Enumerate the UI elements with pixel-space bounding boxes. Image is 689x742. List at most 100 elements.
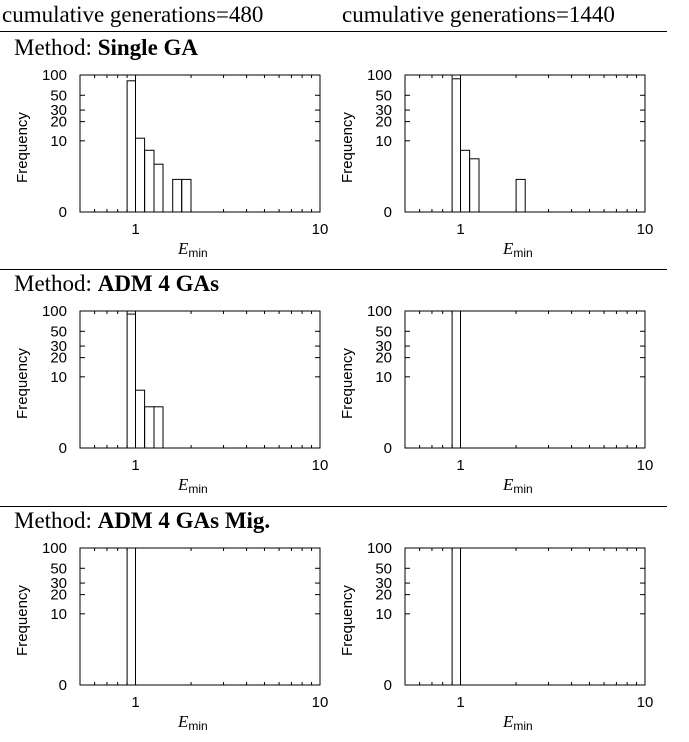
column-header-1440: cumulative generations=1440 bbox=[342, 2, 615, 27]
y-tick-label: 20 bbox=[50, 350, 67, 367]
y-tick-label: 30 bbox=[375, 575, 392, 592]
divider bbox=[0, 506, 667, 507]
x-axis-label: Emin bbox=[177, 239, 208, 260]
y-tick-label: 0 bbox=[384, 677, 392, 694]
divider bbox=[0, 269, 667, 270]
y-tick-label: 0 bbox=[59, 440, 67, 457]
x-axis-label-subscript: min bbox=[188, 482, 207, 496]
y-tick-label: 20 bbox=[375, 114, 392, 131]
histogram-bar bbox=[126, 547, 136, 686]
histogram-bar bbox=[451, 547, 462, 686]
y-axis-label: Frequency bbox=[339, 112, 356, 183]
plot-frame bbox=[404, 310, 646, 449]
y-tick-label: 100 bbox=[42, 67, 67, 84]
y-tick-label: 10 bbox=[50, 606, 67, 623]
x-tick-label: 10 bbox=[637, 221, 654, 238]
y-tick-label: 20 bbox=[375, 587, 392, 604]
x-tick-label: 1 bbox=[131, 221, 139, 238]
x-tick-label: 1 bbox=[131, 694, 139, 711]
y-tick-label: 100 bbox=[367, 67, 392, 84]
y-tick-label: 10 bbox=[375, 133, 392, 150]
x-tick-label: 10 bbox=[637, 694, 654, 711]
histogram-bar bbox=[135, 137, 146, 213]
y-tick-label: 50 bbox=[50, 87, 67, 104]
x-tick-label: 1 bbox=[131, 457, 139, 474]
histogram-bar bbox=[144, 406, 155, 449]
column-header-480: cumulative generations=480 bbox=[2, 2, 264, 27]
method-name: ADM 4 GAs bbox=[97, 271, 220, 296]
y-tick-label: 100 bbox=[367, 303, 392, 320]
histogram-bar bbox=[181, 178, 192, 213]
plot-frame bbox=[79, 74, 321, 213]
histogram-bar bbox=[172, 178, 183, 213]
y-tick-label: 20 bbox=[375, 350, 392, 367]
y-tick-label: 100 bbox=[42, 540, 67, 557]
x-axis-label-subscript: min bbox=[188, 246, 207, 260]
y-tick-label: 0 bbox=[384, 204, 392, 221]
y-tick-label: 10 bbox=[50, 133, 67, 150]
x-tick-label: 10 bbox=[312, 221, 329, 238]
x-axis-label: Emin bbox=[502, 475, 533, 496]
y-tick-label: 50 bbox=[50, 560, 67, 577]
histogram-bar bbox=[460, 149, 471, 213]
y-tick-label: 30 bbox=[50, 338, 67, 355]
y-tick-label: 100 bbox=[367, 540, 392, 557]
x-tick-label: 1 bbox=[456, 694, 464, 711]
y-tick-label: 0 bbox=[59, 204, 67, 221]
x-axis-label: Emin bbox=[177, 475, 208, 496]
x-axis-label: Emin bbox=[502, 239, 533, 260]
y-tick-label: 10 bbox=[50, 369, 67, 386]
histogram-bar bbox=[451, 78, 462, 213]
plot-frame bbox=[79, 547, 321, 686]
x-tick-label: 10 bbox=[312, 457, 329, 474]
histogram-bar bbox=[153, 163, 164, 213]
y-tick-label: 0 bbox=[59, 677, 67, 694]
x-axis-label: Emin bbox=[502, 712, 533, 733]
method-name: ADM 4 GAs Mig. bbox=[97, 508, 271, 533]
method-title: Method: ADM 4 GAs Mig. bbox=[14, 508, 270, 534]
method-title: Method: ADM 4 GAs bbox=[14, 271, 219, 297]
x-axis-label-subscript: min bbox=[513, 719, 532, 733]
y-tick-label: 50 bbox=[375, 560, 392, 577]
x-tick-label: 10 bbox=[312, 694, 329, 711]
plot-frame bbox=[79, 310, 321, 449]
x-axis-label-subscript: min bbox=[513, 482, 532, 496]
x-tick-label: 10 bbox=[637, 457, 654, 474]
method-prefix: Method: bbox=[14, 508, 92, 533]
x-axis-label: Emin bbox=[177, 712, 208, 733]
histogram-bar bbox=[515, 178, 526, 213]
x-tick-label: 1 bbox=[456, 221, 464, 238]
y-axis-label: Frequency bbox=[14, 585, 31, 656]
y-tick-label: 30 bbox=[50, 102, 67, 119]
histogram-bar bbox=[126, 313, 136, 449]
y-tick-label: 30 bbox=[375, 338, 392, 355]
histogram-bar bbox=[135, 389, 146, 449]
x-axis-label-subscript: min bbox=[188, 719, 207, 733]
histogram-bar bbox=[153, 406, 164, 449]
y-tick-label: 20 bbox=[50, 114, 67, 131]
y-axis-label: Frequency bbox=[339, 348, 356, 419]
y-tick-label: 50 bbox=[50, 323, 67, 340]
y-tick-label: 50 bbox=[375, 87, 392, 104]
y-axis-label: Frequency bbox=[14, 112, 31, 183]
y-tick-label: 20 bbox=[50, 587, 67, 604]
divider bbox=[0, 31, 667, 32]
y-tick-label: 30 bbox=[375, 102, 392, 119]
y-tick-label: 100 bbox=[42, 303, 67, 320]
histogram-bar bbox=[144, 149, 155, 213]
method-prefix: Method: bbox=[14, 271, 92, 296]
y-tick-label: 30 bbox=[50, 575, 67, 592]
method-name: Single GA bbox=[97, 35, 199, 60]
y-tick-label: 0 bbox=[384, 440, 392, 457]
histogram-bar bbox=[451, 310, 462, 449]
plot-frame bbox=[404, 547, 646, 686]
x-tick-label: 1 bbox=[456, 457, 464, 474]
y-tick-label: 10 bbox=[375, 606, 392, 623]
histogram-bar bbox=[126, 80, 136, 213]
method-prefix: Method: bbox=[14, 35, 92, 60]
y-axis-label: Frequency bbox=[14, 348, 31, 419]
x-axis-label-subscript: min bbox=[513, 246, 532, 260]
y-axis-label: Frequency bbox=[339, 585, 356, 656]
plot-frame bbox=[404, 74, 646, 213]
